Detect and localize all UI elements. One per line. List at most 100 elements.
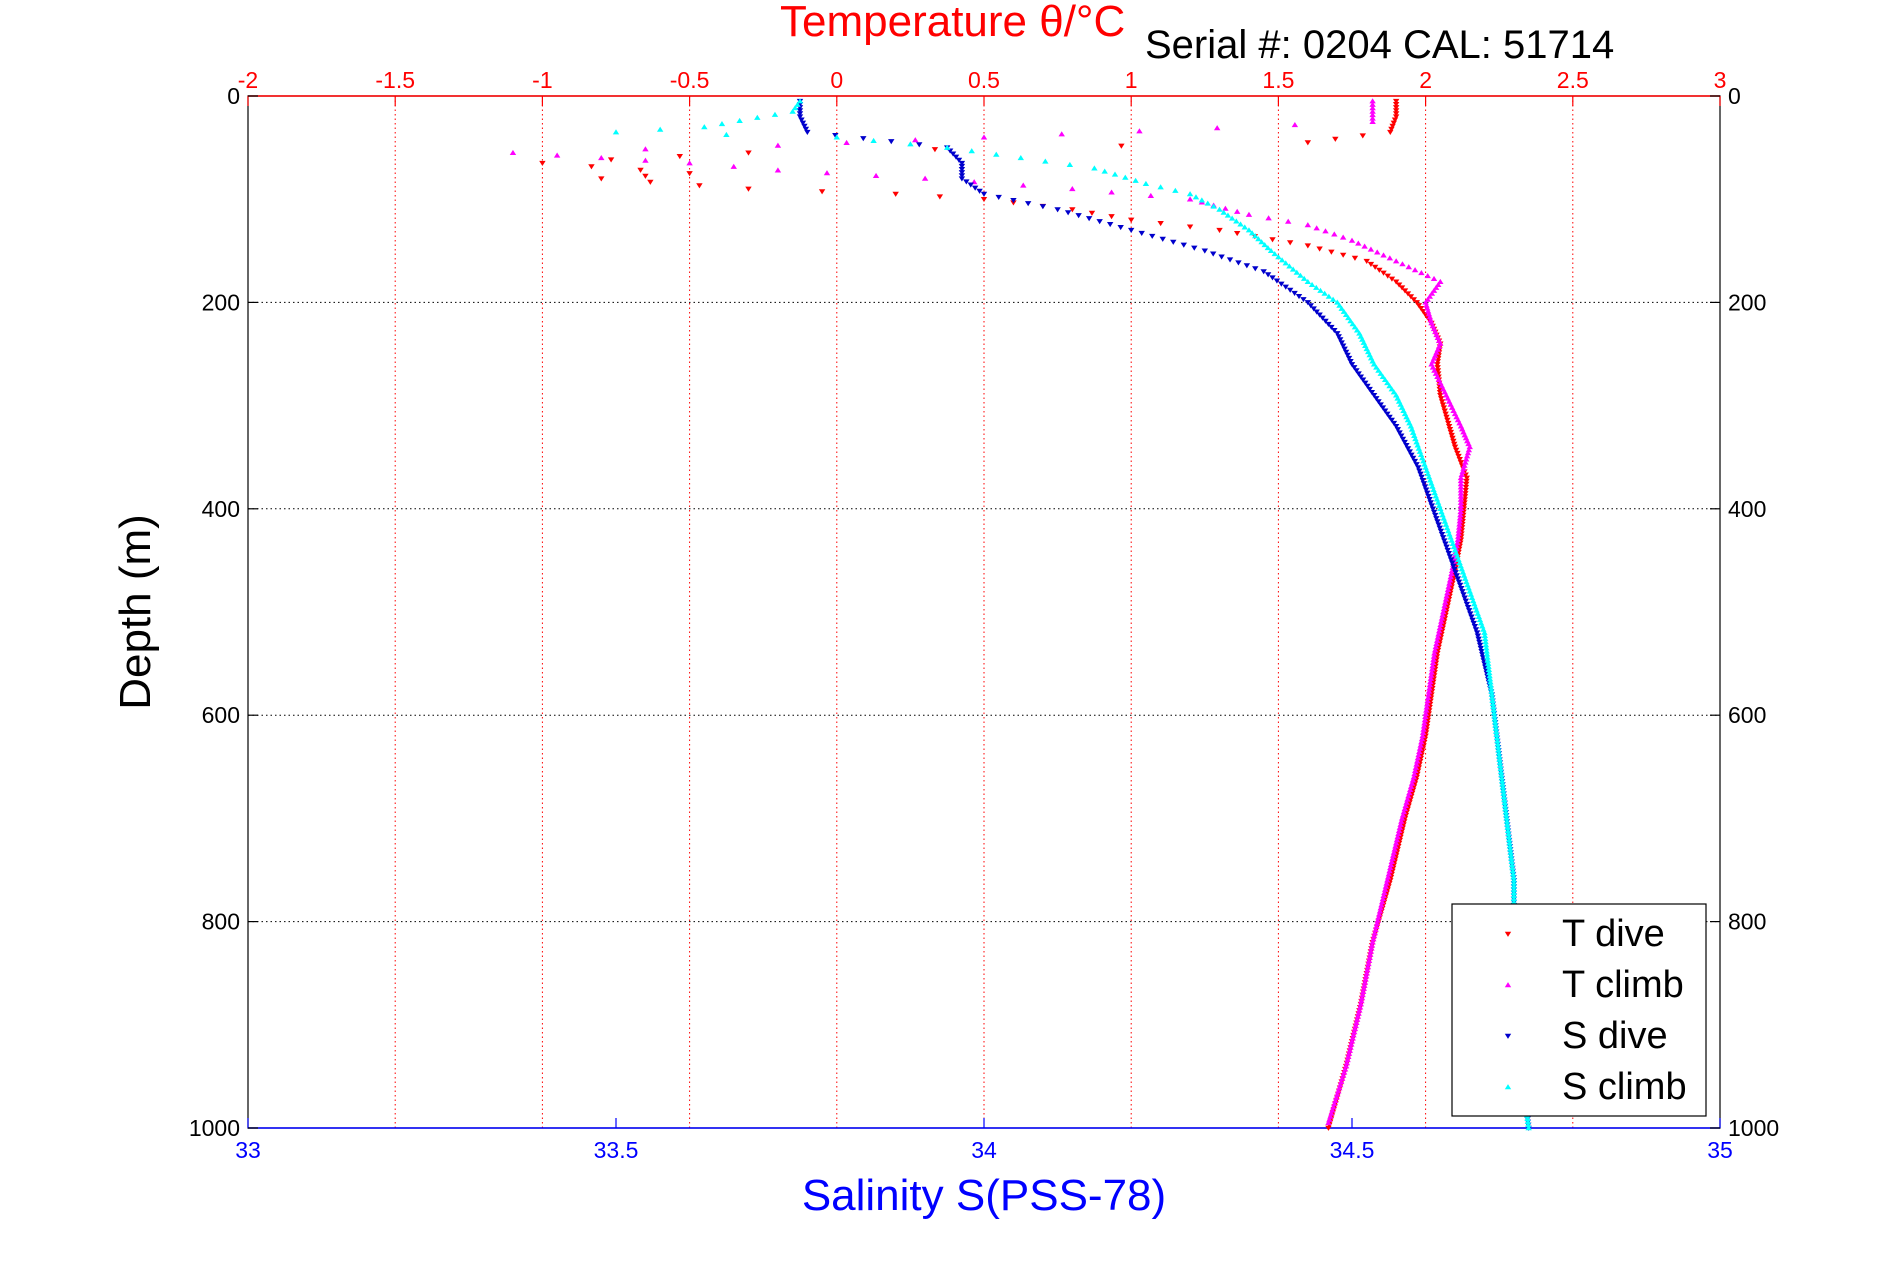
data-point (730, 163, 737, 169)
top-tick-label: 3 (1714, 67, 1727, 93)
data-point (1435, 631, 1442, 637)
data-point (1447, 574, 1454, 580)
data-point (1210, 203, 1217, 209)
data-point (1503, 818, 1511, 824)
data-point (1370, 936, 1377, 942)
data-point (1201, 248, 1208, 254)
data-point (1438, 618, 1445, 624)
data-point (1374, 917, 1381, 923)
data-point (1384, 877, 1391, 883)
data-point (1339, 1072, 1347, 1078)
data-point (1367, 951, 1374, 957)
legend-label: S climb (1562, 1066, 1687, 1108)
data-point (1332, 1097, 1339, 1104)
data-point (1481, 632, 1489, 638)
data-point (1491, 713, 1498, 719)
data-point (1495, 747, 1502, 753)
data-point (1418, 270, 1425, 276)
data-point (1438, 396, 1445, 402)
data-point (1497, 765, 1504, 772)
data-point (1380, 892, 1387, 899)
data-point (1304, 222, 1312, 228)
data-point (1186, 196, 1194, 202)
data-point (1441, 408, 1448, 414)
data-point (794, 101, 801, 107)
data-point (588, 164, 595, 170)
data-point (1462, 459, 1469, 465)
data-point (1438, 531, 1446, 538)
data-point (1316, 246, 1323, 252)
data-point (1491, 716, 1498, 722)
data-point (1340, 1069, 1348, 1075)
data-point (1392, 102, 1400, 108)
data-point (1410, 774, 1418, 780)
data-point (1442, 599, 1449, 605)
data-point (1432, 512, 1439, 519)
data-point (1419, 455, 1426, 461)
data-point (1412, 764, 1420, 770)
data-point (1457, 493, 1465, 499)
data-point (1430, 275, 1438, 282)
data-point (1501, 796, 1508, 803)
data-point (1454, 539, 1461, 546)
data-point (1286, 263, 1293, 269)
data-point (1496, 753, 1503, 759)
data-point (1459, 468, 1466, 474)
data-point (1369, 939, 1376, 945)
data-point (1442, 521, 1450, 527)
data-point (1416, 448, 1424, 454)
data-point (1409, 777, 1417, 783)
data-point (1365, 957, 1373, 964)
data-point (789, 108, 796, 114)
data-point (1457, 512, 1464, 518)
data-point (1422, 464, 1429, 470)
data-point (1388, 386, 1395, 392)
data-point (1273, 278, 1281, 284)
data-point (1376, 267, 1383, 273)
data-point (1453, 447, 1460, 453)
data-point (1224, 212, 1232, 218)
data-point (1508, 858, 1515, 864)
data-point (916, 142, 923, 148)
data-point (1474, 610, 1481, 616)
data-point (1392, 424, 1400, 430)
data-point (1088, 210, 1096, 216)
data-point (1446, 426, 1454, 433)
data-point (1479, 623, 1486, 629)
data-point (1384, 411, 1391, 417)
data-point (1463, 475, 1471, 481)
data-point (1415, 465, 1422, 471)
data-point (958, 173, 966, 179)
data-point (1351, 324, 1359, 330)
data-point (1265, 215, 1272, 221)
data-point (1460, 572, 1468, 578)
data-point (1457, 563, 1464, 569)
data-point (1455, 579, 1463, 585)
data-point (1354, 1013, 1362, 1019)
data-point (1351, 1029, 1358, 1035)
data-point (1381, 889, 1388, 895)
data-point (1413, 761, 1420, 767)
data-point (1461, 595, 1468, 601)
data-point (1364, 964, 1372, 970)
data-point (1337, 337, 1344, 343)
data-point (1186, 191, 1194, 197)
data-point (1471, 601, 1478, 607)
data-point (1446, 531, 1453, 537)
data-point (1362, 976, 1369, 982)
data-point (1377, 370, 1384, 376)
data-point (1493, 735, 1501, 741)
data-point (1370, 361, 1378, 367)
data-point (1108, 189, 1115, 195)
legend-label: T dive (1562, 913, 1665, 955)
data-point (1186, 224, 1194, 230)
data-point (1392, 111, 1400, 117)
chart-subtitle: Serial #: 0204 CAL: 51714 (1145, 23, 1614, 67)
data-point (701, 124, 708, 130)
data-point (1498, 775, 1505, 781)
data-point (1486, 676, 1494, 682)
data-point (1198, 197, 1206, 203)
data-point (1434, 368, 1442, 374)
data-point (1459, 589, 1466, 595)
data-point (1261, 242, 1268, 248)
